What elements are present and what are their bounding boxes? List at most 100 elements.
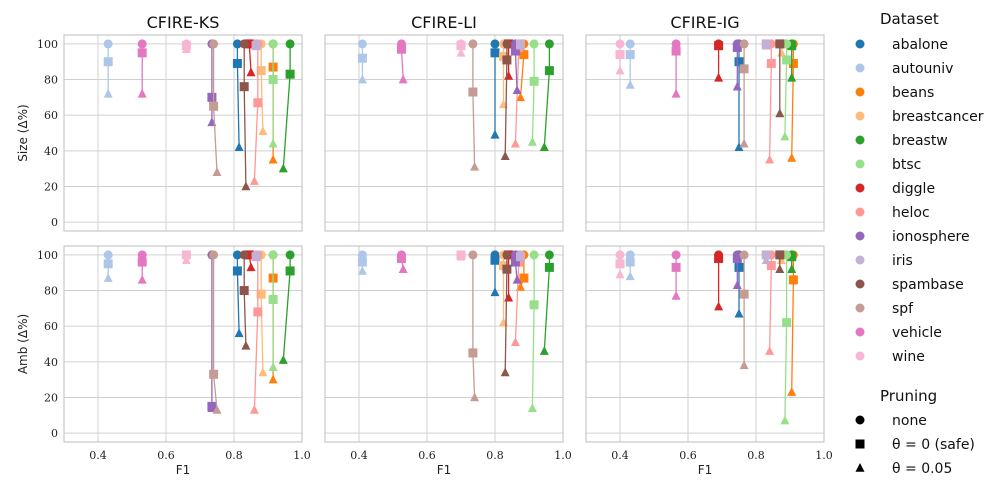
point-autouniv-triangle (625, 79, 635, 89)
legend-item-iris: iris (855, 253, 913, 269)
point-wine-square (181, 250, 191, 260)
series-spf (468, 250, 480, 402)
series-spf (739, 39, 749, 148)
panel-frame (585, 245, 825, 443)
point-iris-triangle (516, 40, 525, 50)
point-spambase-triangle (500, 367, 510, 377)
point-breastw-triangle (787, 264, 797, 273)
point-btsc-triangle (780, 131, 790, 141)
point-vehicle-triangle (671, 88, 681, 98)
point-breastw-circle (544, 250, 554, 260)
series-iris (251, 250, 261, 262)
point-heloc-triangle (765, 154, 775, 164)
legend-label-pruning: θ = 0 (safe) (892, 437, 975, 453)
point-breastw-square (285, 69, 295, 79)
legend-label-spambase: spambase (892, 277, 964, 293)
panel-cfire-li-amb: 0.4 0.6 0.8 1.0 F1 (324, 245, 572, 477)
point-vehicle-square (137, 257, 147, 267)
point-ionosphere-square (207, 92, 217, 102)
series-spambase (775, 39, 785, 118)
point-spambase-triangle (241, 181, 251, 191)
point-breastw-circle (544, 39, 554, 49)
series-line-breastw (543, 43, 551, 148)
point-ionosphere-triangle (732, 280, 742, 289)
point-spf-square (209, 369, 219, 379)
y-tick-label: 0 (51, 427, 58, 440)
point-abalone-circle (490, 39, 500, 49)
series-wine (181, 39, 191, 54)
legend-item-spf: spf (855, 301, 914, 317)
point-vehicle-square (397, 44, 406, 54)
point-btsc-triangle (268, 138, 278, 148)
point-vehicle-circle (671, 39, 681, 49)
point-heloc-triangle (249, 404, 259, 414)
point-autouniv-square (625, 257, 635, 267)
point-beans-triangle (268, 154, 278, 164)
point-vehicle-triangle (398, 74, 408, 84)
point-diggle-triangle (714, 72, 724, 82)
legend-item-heloc: heloc (855, 205, 930, 221)
series-spambase (500, 250, 512, 377)
legend-label-abalone: abalone (892, 37, 948, 53)
point-abalone-triangle (734, 308, 744, 318)
legend-item-ionosphere: ionosphere (855, 229, 970, 245)
x-tick-label: 0.8 (225, 449, 243, 462)
legend-label-vehicle: vehicle (892, 325, 942, 341)
series-btsc (780, 250, 792, 425)
x-tick-label: 0.6 (418, 449, 436, 462)
legend-item-pruning: θ = 0.05 (855, 461, 952, 477)
point-btsc-circle (529, 39, 539, 49)
point-breastcancer-triangle (258, 367, 268, 377)
series-diggle (714, 250, 724, 311)
point-spambase-triangle (500, 151, 510, 160)
legend-marker-breastcancer (855, 111, 865, 121)
y-tick-label: 60 (44, 109, 58, 122)
x-axis-label: F1 (437, 463, 452, 477)
point-beans-square (788, 275, 798, 285)
point-beans-square (788, 59, 798, 69)
point-btsc-square (529, 76, 539, 86)
series-iris (251, 39, 261, 51)
point-autouniv-circle (103, 39, 113, 49)
point-spambase-circle (239, 250, 249, 260)
point-wine-triangle (456, 251, 466, 261)
point-vehicle-square (671, 46, 681, 56)
series-ionosphere (732, 250, 742, 289)
point-abalone-triangle (234, 142, 244, 152)
point-diggle-square (714, 41, 724, 51)
point-abalone-square (232, 59, 242, 69)
point-autouniv-triangle (625, 271, 635, 281)
point-btsc-square (529, 300, 539, 310)
legend-marker-iris (855, 255, 865, 265)
panel-frame (324, 34, 564, 232)
point-btsc-triangle (527, 403, 537, 412)
point-vehicle-square (137, 48, 147, 58)
x-tick-label: 1.0 (815, 449, 833, 462)
legend: Dataset abalone autouniv beans breastcancer b… (855, 10, 984, 477)
point-vehicle-circle (137, 39, 147, 49)
point-breastw-triangle (539, 142, 549, 152)
point-spf-circle (739, 39, 749, 49)
legend-item-vehicle: vehicle (855, 325, 942, 341)
point-btsc-circle (782, 250, 792, 260)
point-ionosphere-square (510, 46, 520, 56)
point-wine-circle (615, 39, 625, 49)
legend-item-breastcancer: breastcancer (855, 109, 984, 125)
legend-label-breastcancer: breastcancer (892, 109, 984, 125)
point-breastw-square (787, 41, 797, 51)
series-autouniv (625, 39, 635, 89)
series-line-diggle (248, 43, 252, 73)
point-btsc-circle (529, 250, 539, 260)
series-heloc (765, 39, 776, 164)
series-ionosphere (207, 39, 217, 127)
point-wine-triangle (456, 47, 466, 57)
series-spambase (239, 250, 251, 350)
point-breastcancer-square (256, 66, 266, 76)
y-tick-label: 100 (37, 38, 58, 51)
series-autouniv (357, 39, 367, 84)
point-iris-triangle (516, 251, 525, 261)
point-autouniv-square (103, 259, 113, 269)
series-line-spambase (243, 254, 247, 346)
point-ionosphere-square (510, 257, 520, 267)
point-spf-circle (209, 250, 219, 260)
